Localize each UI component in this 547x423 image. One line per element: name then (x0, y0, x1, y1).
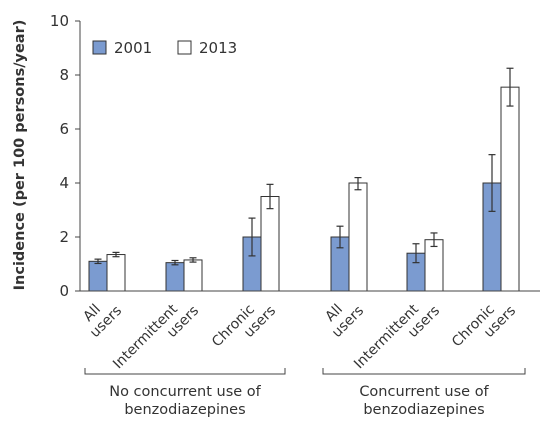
bar-2001 (165, 262, 185, 292)
bar-2013 (500, 86, 520, 292)
x-category-label: Intermittentusers (351, 292, 443, 384)
y-tick-label: 6 (59, 120, 69, 138)
y-tick-label: 2 (59, 228, 69, 246)
bar-2013 (424, 239, 444, 292)
group-label: No concurrent use of (109, 384, 261, 400)
group-bracket (84, 368, 286, 375)
bar-2013 (260, 196, 280, 292)
legend-label-2001: 2001 (114, 39, 152, 57)
legend-swatch-2001 (92, 40, 107, 55)
group-label: benzodiazepines (363, 402, 484, 418)
bar-2013 (106, 254, 126, 292)
y-axis-label: Incidence (per 100 persons/year) (12, 20, 28, 291)
y-tick-label: 10 (50, 12, 69, 30)
group-bracket (322, 368, 526, 375)
x-category-label: Allusers (318, 292, 367, 341)
x-category-label: Intermittentusers (110, 292, 202, 384)
x-category-label: Chronicusers (209, 292, 279, 362)
y-tick-label: 0 (59, 282, 69, 300)
x-category-label: Allusers (76, 292, 125, 341)
x-category-label: Chronicusers (449, 292, 519, 362)
group-label: benzodiazepines (124, 402, 245, 418)
legend-label-2013: 2013 (199, 39, 237, 57)
bar-2013 (348, 182, 368, 292)
y-tick-label: 4 (59, 174, 69, 192)
legend-swatch-2013 (177, 40, 192, 55)
bar-2001 (88, 260, 108, 292)
group-label: Concurrent use of (359, 384, 489, 400)
bar-2013 (183, 259, 203, 292)
y-tick-label: 8 (59, 66, 69, 84)
